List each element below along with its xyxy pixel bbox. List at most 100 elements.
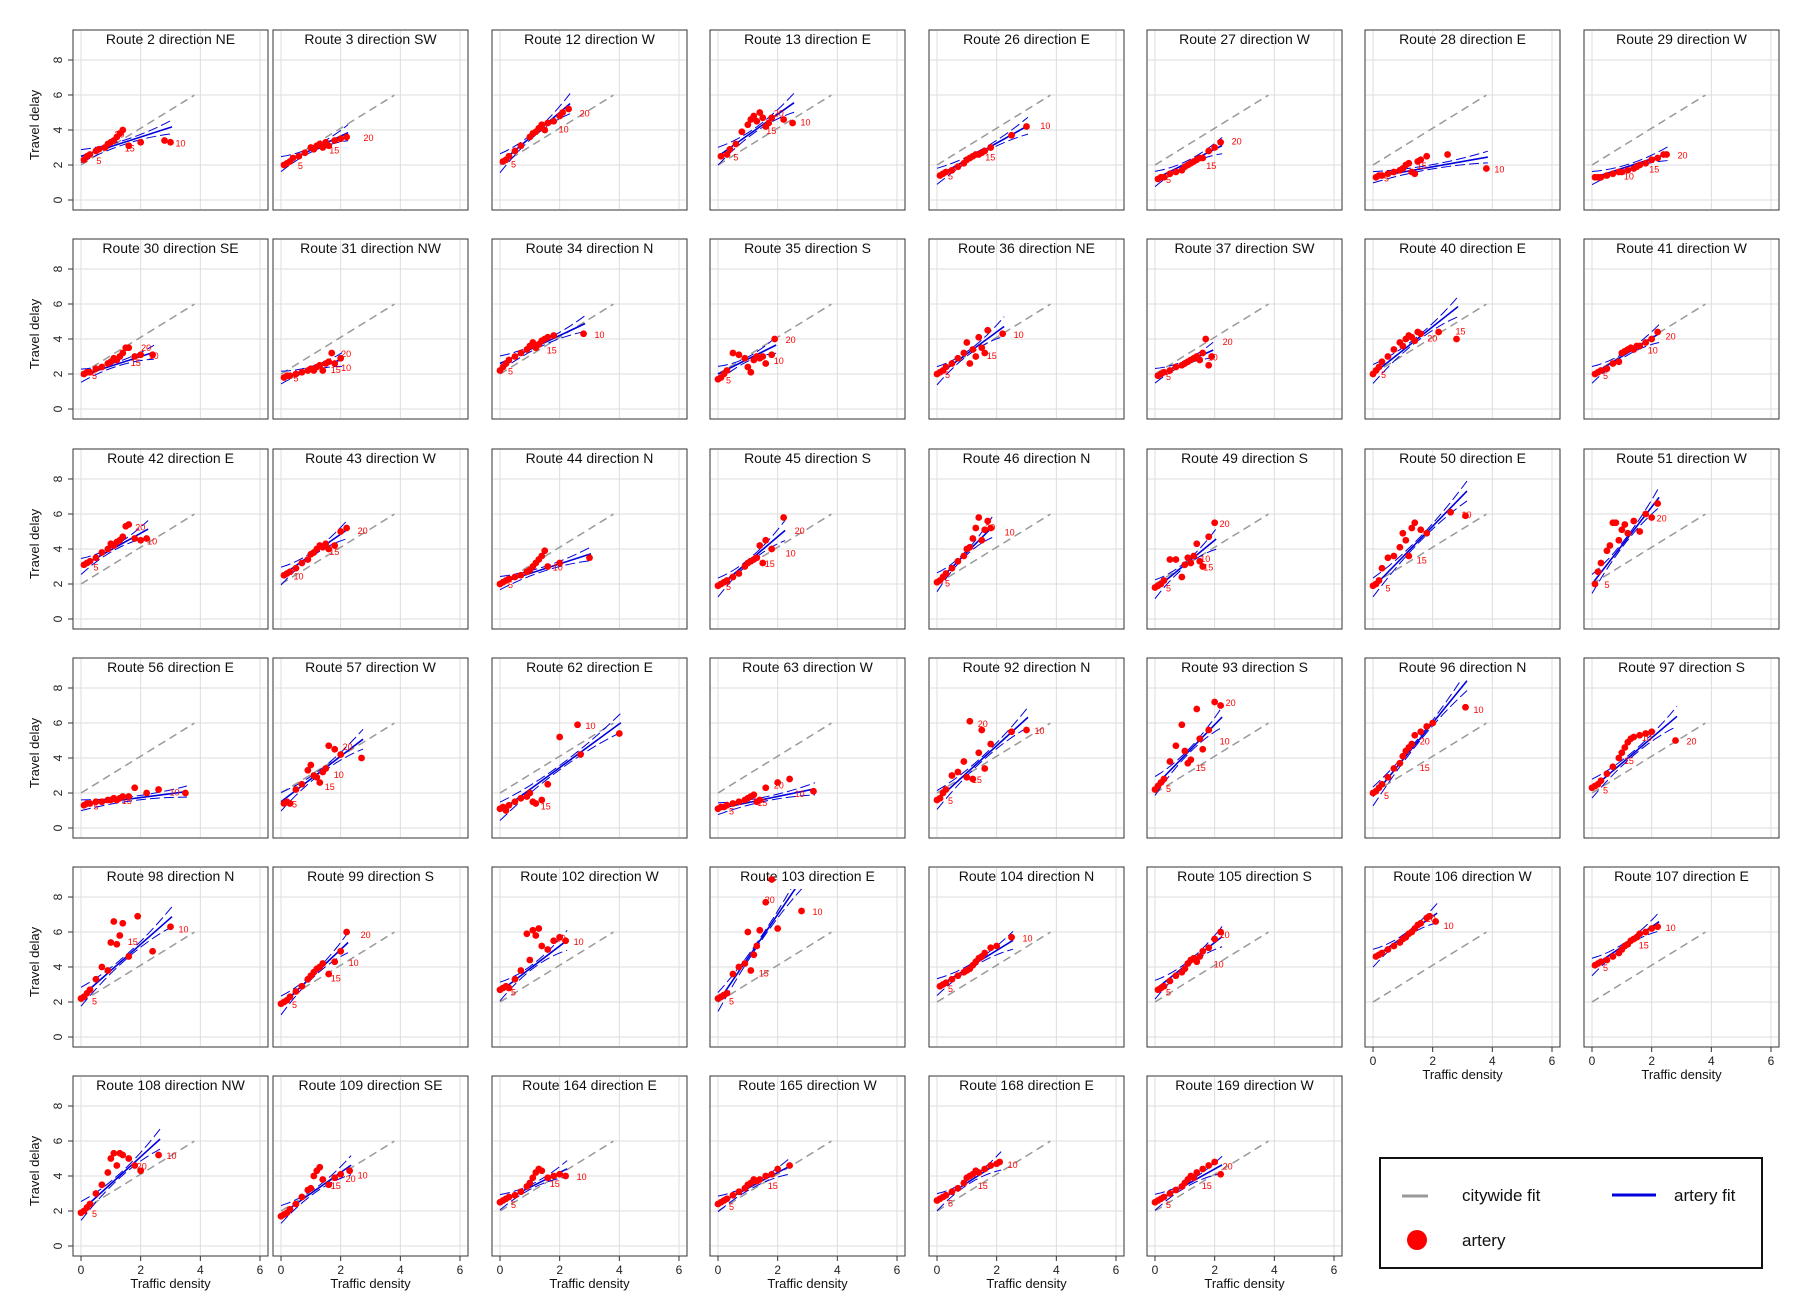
data-point [331, 360, 339, 367]
data-point [1423, 152, 1431, 160]
citywide-fit-line [1154, 722, 1269, 794]
point-label: 20 [1232, 137, 1242, 147]
y-axis-label: Travel delay [27, 926, 42, 997]
data-point [1184, 554, 1192, 562]
data-point [1654, 154, 1662, 162]
data-point [167, 138, 174, 146]
data-point [505, 152, 513, 160]
point-label: 15 [985, 152, 995, 162]
y-tick-label: 2 [51, 580, 65, 587]
data-point [556, 1170, 564, 1178]
data-point [316, 779, 324, 786]
data-point [798, 907, 805, 915]
data-point [304, 556, 312, 563]
point-label: 5 [1604, 580, 1609, 590]
data-point [125, 521, 133, 528]
point-label: 15 [331, 974, 341, 984]
point-label: 10 [1220, 737, 1230, 747]
y-tick-label: 8 [51, 475, 65, 482]
data-point [1166, 977, 1174, 985]
point-label: 15 [1196, 763, 1206, 773]
data-point [759, 559, 767, 567]
data-point [1405, 159, 1413, 167]
citywide-fit-line [1372, 722, 1487, 794]
data-point [1618, 526, 1626, 534]
x-tick-label: 2 [774, 1263, 781, 1277]
point-label: 5 [729, 996, 734, 1006]
y-tick-label: 8 [51, 684, 65, 691]
point-label: 5 [726, 375, 731, 385]
y-axis-label: Travel delay [27, 298, 42, 369]
panel-frame [1146, 29, 1343, 211]
artery-fit-ci-lower [717, 794, 815, 816]
data-point [762, 1172, 770, 1180]
data-point [1609, 170, 1617, 178]
data-point [131, 353, 139, 360]
point-label: 5 [948, 1198, 953, 1208]
x-tick-label: 6 [676, 1263, 683, 1277]
data-point [954, 354, 962, 362]
data-point [750, 951, 758, 959]
panel-title: Route 13 direction E [744, 31, 871, 47]
citywide-fit-line [936, 931, 1051, 1003]
data-point [1648, 728, 1656, 736]
artery-fit-ci-upper [936, 930, 1014, 980]
x-tick-label: 6 [1768, 1054, 1775, 1068]
data-point [538, 121, 546, 129]
x-axis-label: Traffic density [1422, 1067, 1503, 1082]
data-point [771, 335, 779, 343]
point-label: 10 [1214, 960, 1224, 970]
point-label: 10 [586, 721, 596, 731]
artery-fit-ci-upper [936, 707, 1029, 791]
point-label: 15 [131, 358, 141, 368]
data-point [92, 1190, 100, 1197]
y-tick-label: 4 [51, 1172, 65, 1179]
data-point [1642, 159, 1650, 167]
point-label: 20 [985, 522, 995, 532]
data-point [1193, 705, 1201, 713]
data-point [559, 109, 567, 116]
data-point [1384, 773, 1392, 781]
data-point [1411, 519, 1419, 527]
artery-fit-ci-lower [1372, 690, 1468, 807]
panel-route-15: Route 40 direction E 5 20 15 [1364, 238, 1561, 420]
data-point [1199, 1165, 1207, 1173]
citywide-fit-line [1154, 931, 1269, 1003]
point-label: 10 [1624, 172, 1634, 182]
data-point [762, 536, 770, 544]
panel-title: Route 63 direction W [742, 659, 874, 675]
data-point [1390, 765, 1398, 772]
panel-title: Route 50 direction E [1399, 450, 1526, 466]
data-point [1199, 563, 1207, 570]
point-label: 15 [1639, 940, 1649, 950]
data-point [325, 1181, 333, 1189]
data-point [1205, 533, 1213, 541]
panel-frame [72, 866, 269, 1048]
panel-frame [1146, 448, 1343, 630]
data-point [182, 789, 189, 797]
data-point [116, 932, 124, 939]
data-point [765, 119, 773, 127]
citywide-fit-line [936, 303, 1051, 375]
data-point [1190, 552, 1198, 560]
panel-route-34: Route 99 direction S 5 15 10 20 [272, 866, 469, 1048]
data-point [556, 559, 564, 567]
data-point [1405, 552, 1413, 560]
point-label: 10 [559, 124, 569, 134]
data-point [1642, 510, 1650, 518]
point-label: 10 [801, 117, 811, 127]
artery-fit-ci-upper [1372, 680, 1462, 788]
data-point [125, 793, 133, 800]
artery-fit-ci-lower [280, 1174, 352, 1224]
artery-fit-ci-lower [1591, 725, 1678, 799]
data-point [286, 993, 294, 1001]
artery-fit-ci-upper [499, 1160, 568, 1196]
citywide-fit-line [936, 513, 1051, 585]
data-point [1196, 953, 1204, 960]
panel-route-6: Route 27 direction W 5 15 20 [1146, 29, 1343, 211]
data-point [723, 801, 731, 809]
point-label: 15 [550, 1179, 560, 1189]
data-point [358, 754, 365, 762]
data-point [735, 1188, 743, 1196]
